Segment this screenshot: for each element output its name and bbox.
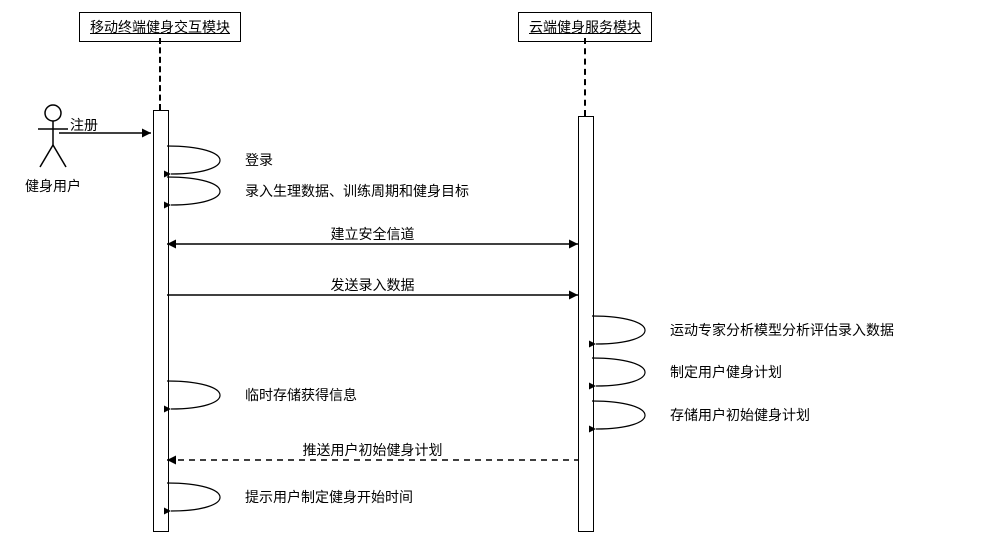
right-self-msg-0: 运动专家分析模型分析评估录入数据 bbox=[670, 320, 894, 340]
right-self-msg-2: 存储用户初始健身计划 bbox=[670, 405, 810, 425]
right-self-msg-1: 制定用户健身计划 bbox=[670, 362, 782, 382]
left-self-msg-0: 登录 bbox=[245, 150, 273, 170]
between-msg-0: 建立安全信道 bbox=[331, 224, 415, 244]
left-self-msg-3: 提示用户制定健身开始时间 bbox=[245, 487, 413, 507]
sequence-arrows bbox=[0, 0, 1000, 551]
between-msg-2: 推送用户初始健身计划 bbox=[303, 440, 443, 460]
left-self-msg-1: 录入生理数据、训练周期和健身目标 bbox=[245, 181, 469, 201]
between-msg-1: 发送录入数据 bbox=[331, 275, 415, 295]
left-self-msg-2: 临时存储获得信息 bbox=[245, 385, 357, 405]
